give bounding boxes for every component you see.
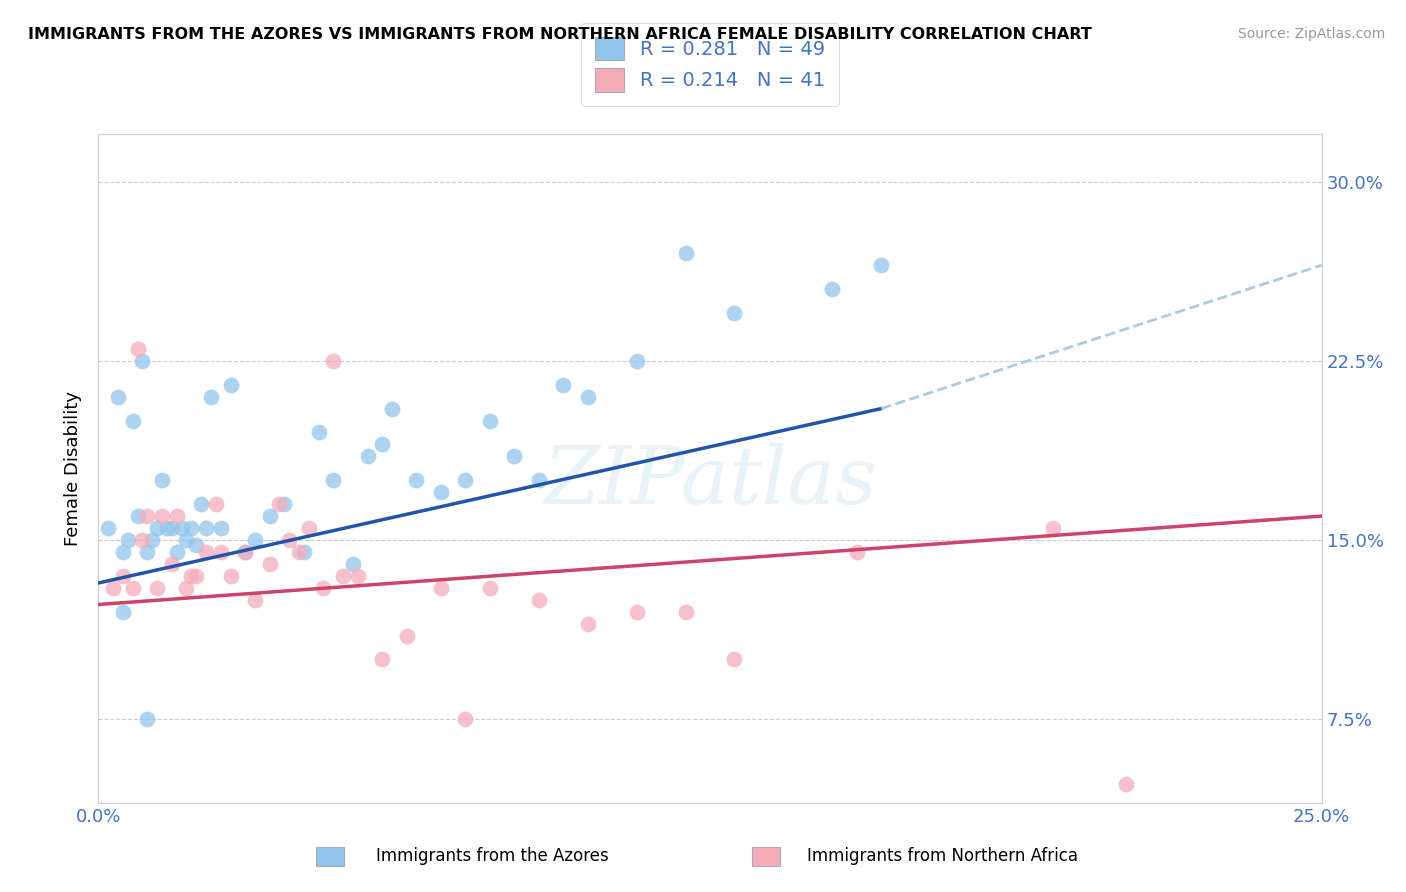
Point	[626, 353, 648, 368]
Y-axis label: Female Disability: Female Disability	[65, 391, 83, 546]
Text: Immigrants from the Azores: Immigrants from the Azores	[375, 847, 609, 865]
Text: ZIPatlas: ZIPatlas	[543, 443, 877, 520]
Point	[233, 545, 256, 559]
Point	[1115, 777, 1137, 791]
Point	[141, 533, 163, 547]
Point	[503, 450, 526, 464]
Point	[430, 485, 453, 500]
Point	[278, 533, 301, 547]
Point	[121, 581, 143, 595]
Point	[478, 581, 501, 595]
Point	[723, 652, 745, 666]
Text: Immigrants from Northern Africa: Immigrants from Northern Africa	[807, 847, 1077, 865]
Point	[269, 497, 291, 511]
Point	[170, 521, 193, 535]
Point	[243, 533, 266, 547]
Point	[454, 712, 477, 726]
Point	[111, 605, 134, 619]
Point	[1042, 521, 1064, 535]
Point	[298, 521, 321, 535]
Point	[332, 569, 354, 583]
Point	[107, 390, 129, 404]
Point	[195, 545, 218, 559]
Point	[308, 425, 330, 440]
Point	[312, 581, 335, 595]
Point	[156, 521, 179, 535]
Point	[243, 592, 266, 607]
Point	[322, 473, 344, 487]
Point	[371, 652, 394, 666]
Point	[160, 521, 183, 535]
Point	[675, 246, 697, 260]
Point	[454, 473, 477, 487]
Point	[166, 509, 188, 524]
Point	[527, 473, 550, 487]
Point	[259, 509, 281, 524]
Point	[136, 712, 159, 726]
Point	[146, 581, 169, 595]
Point	[111, 545, 134, 559]
Legend: R = 0.281   N = 49, R = 0.214   N = 41: R = 0.281 N = 49, R = 0.214 N = 41	[582, 23, 838, 105]
Point	[186, 538, 208, 552]
Point	[209, 545, 232, 559]
Point	[288, 545, 311, 559]
Point	[200, 390, 222, 404]
Text: Source: ZipAtlas.com: Source: ZipAtlas.com	[1237, 27, 1385, 41]
Point	[117, 533, 139, 547]
Point	[322, 353, 344, 368]
Point	[176, 581, 198, 595]
Point	[160, 557, 183, 571]
Point	[870, 258, 893, 272]
Point	[205, 497, 228, 511]
Point	[180, 569, 202, 583]
Point	[180, 521, 202, 535]
Point	[97, 521, 120, 535]
Point	[342, 557, 364, 571]
Point	[127, 342, 149, 356]
Point	[405, 473, 427, 487]
Text: IMMIGRANTS FROM THE AZORES VS IMMIGRANTS FROM NORTHERN AFRICA FEMALE DISABILITY : IMMIGRANTS FROM THE AZORES VS IMMIGRANTS…	[28, 27, 1092, 42]
Point	[273, 497, 295, 511]
Point	[136, 545, 159, 559]
Point	[127, 509, 149, 524]
Point	[219, 569, 242, 583]
Point	[186, 569, 208, 583]
Point	[371, 437, 394, 451]
Point	[111, 569, 134, 583]
Point	[131, 533, 153, 547]
Point	[233, 545, 256, 559]
Point	[576, 616, 599, 631]
Point	[136, 509, 159, 524]
Point	[195, 521, 218, 535]
Point	[259, 557, 281, 571]
Point	[478, 413, 501, 427]
Point	[626, 605, 648, 619]
Point	[553, 377, 575, 392]
Point	[166, 545, 188, 559]
Point	[219, 377, 242, 392]
Point	[176, 533, 198, 547]
Point	[381, 401, 404, 416]
Point	[430, 581, 453, 595]
Point	[821, 282, 844, 296]
Point	[576, 390, 599, 404]
Point	[292, 545, 315, 559]
Point	[723, 306, 745, 320]
Point	[131, 353, 153, 368]
Point	[190, 497, 212, 511]
Point	[150, 509, 173, 524]
Point	[395, 629, 418, 643]
Point	[346, 569, 368, 583]
Point	[356, 450, 378, 464]
Point	[146, 521, 169, 535]
Point	[845, 545, 868, 559]
Point	[527, 592, 550, 607]
Point	[209, 521, 232, 535]
Point	[121, 413, 143, 427]
Point	[101, 581, 124, 595]
Point	[150, 473, 173, 487]
Point	[675, 605, 697, 619]
